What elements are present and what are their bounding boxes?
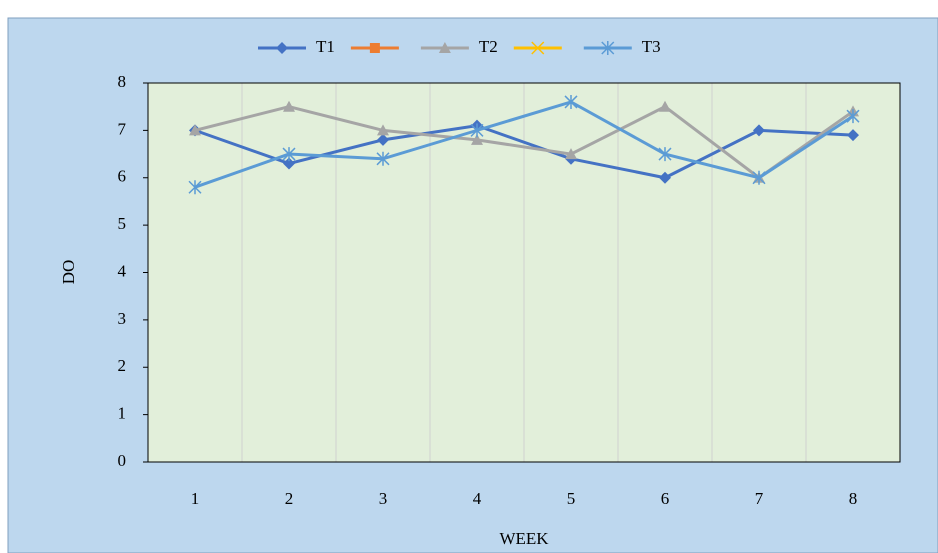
marker [189,124,201,136]
x-tick-label: 1 [191,489,200,508]
plot-frame [147,82,901,463]
legend-label: T1 [316,37,335,56]
x-tick-label: 7 [755,489,764,508]
y-tick-label: 5 [118,214,127,233]
marker [659,100,671,112]
marker [188,180,202,195]
marker [369,43,380,53]
marker [283,157,295,170]
marker [377,133,389,146]
marker [376,151,390,166]
marker [752,170,766,185]
x-tick-label: 3 [379,489,388,508]
y-tick-label: 2 [118,356,127,375]
marker [659,171,671,184]
marker [471,133,483,145]
marker [847,129,859,142]
y-axis-label: DO [59,260,78,285]
x-tick-label: 4 [473,489,482,508]
marker [470,123,484,138]
y-tick-label: 3 [118,309,127,328]
legend-label: T3 [642,37,661,56]
marker [753,124,765,137]
marker [283,100,295,112]
marker [438,42,451,53]
marker [601,41,615,55]
series-line [194,100,854,189]
series-line [194,104,854,180]
y-tick-label: 6 [118,167,127,186]
legend-label: T2 [479,37,498,56]
marker [276,42,288,54]
x-tick-label: 6 [661,489,670,508]
marker [377,124,389,136]
marker [531,41,545,55]
y-tick-label: 0 [118,451,127,470]
x-tick-label: 8 [849,489,858,508]
series-line [194,124,854,180]
marker [846,109,860,124]
x-axis-label: WEEK [499,529,549,548]
y-tick-label: 1 [118,404,127,423]
marker [564,94,578,109]
marker [565,148,577,160]
y-tick-label: 8 [118,72,127,91]
marker [658,147,672,162]
y-tick-label: 4 [118,261,127,280]
x-tick-label: 5 [567,489,576,508]
marker [282,147,296,162]
x-tick-label: 2 [285,489,294,508]
y-tick-label: 7 [118,119,127,138]
